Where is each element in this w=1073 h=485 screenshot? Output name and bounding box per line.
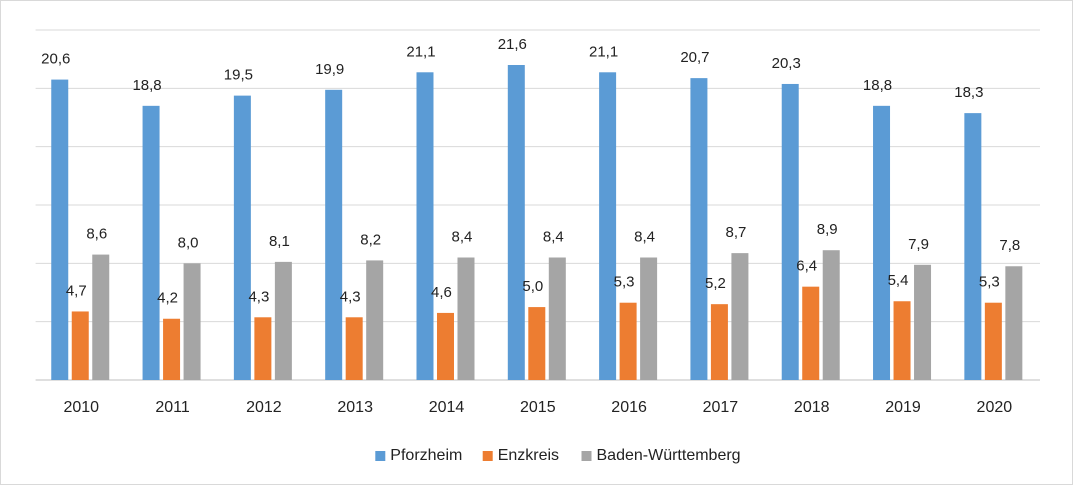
data-label: 8,1 xyxy=(269,233,290,250)
bar xyxy=(984,302,1002,380)
bar xyxy=(914,264,932,380)
bar xyxy=(1005,266,1023,380)
bar xyxy=(781,83,799,380)
bar xyxy=(640,257,658,380)
x-tick-label: 2010 xyxy=(63,399,99,416)
bar xyxy=(690,78,708,380)
data-label: 21,6 xyxy=(498,36,527,53)
bar xyxy=(893,301,911,380)
data-label: 18,8 xyxy=(863,77,892,94)
data-label: 5,3 xyxy=(614,274,635,291)
bar xyxy=(233,95,251,380)
bar xyxy=(183,263,201,380)
bar xyxy=(507,65,525,380)
bar xyxy=(802,286,820,380)
bar xyxy=(325,89,343,381)
data-label: 19,9 xyxy=(315,61,344,78)
bar xyxy=(731,253,749,380)
data-label: 4,2 xyxy=(157,290,178,307)
bar xyxy=(254,317,272,380)
data-label: 5,3 xyxy=(979,274,1000,291)
data-label: 8,6 xyxy=(86,226,107,243)
bar xyxy=(274,261,292,380)
x-tick-label: 2012 xyxy=(246,399,282,416)
bar xyxy=(548,257,566,380)
x-tick-label: 2018 xyxy=(794,399,830,416)
data-label: 7,8 xyxy=(999,237,1020,254)
bar xyxy=(710,304,728,380)
data-label: 8,2 xyxy=(360,231,381,248)
x-tick-label: 2013 xyxy=(337,399,373,416)
data-label: 4,7 xyxy=(66,282,87,299)
legend-swatch xyxy=(482,451,493,461)
bar xyxy=(416,72,434,381)
x-tick-label: 2015 xyxy=(520,399,556,416)
data-label: 8,9 xyxy=(817,221,838,238)
data-label: 4,3 xyxy=(340,288,361,305)
legend-swatch xyxy=(375,451,386,461)
data-label: 20,7 xyxy=(680,49,709,66)
bar xyxy=(873,105,891,380)
data-label: 8,0 xyxy=(178,234,199,251)
data-label: 8,4 xyxy=(543,228,564,245)
bar xyxy=(457,257,475,380)
x-tick-label: 2016 xyxy=(611,399,647,416)
bar xyxy=(528,307,546,380)
data-label: 5,0 xyxy=(522,278,543,295)
legend-swatch xyxy=(581,451,592,461)
bar xyxy=(366,260,384,380)
bar xyxy=(92,254,110,380)
data-label: 4,3 xyxy=(248,288,269,305)
bar xyxy=(822,250,840,380)
bar xyxy=(163,318,181,380)
x-tick-label: 2020 xyxy=(977,399,1013,416)
data-label: 21,1 xyxy=(406,43,435,60)
bar xyxy=(71,311,89,380)
bar xyxy=(345,317,363,380)
bar xyxy=(436,312,454,380)
x-tick-label: 2017 xyxy=(703,399,739,416)
bar xyxy=(51,79,69,380)
data-label: 20,3 xyxy=(772,55,801,72)
legend-label: Pforzheim xyxy=(390,447,462,464)
data-label: 18,8 xyxy=(132,77,161,94)
data-label: 21,1 xyxy=(589,43,618,60)
legend-label: Baden-Württemberg xyxy=(597,447,741,464)
data-label: 20,6 xyxy=(41,51,70,68)
data-label: 5,4 xyxy=(888,272,909,289)
legend-label: Enzkreis xyxy=(498,447,559,464)
data-label: 4,6 xyxy=(431,284,452,301)
x-tick-label: 2011 xyxy=(155,399,190,416)
x-tick-label: 2014 xyxy=(429,399,465,416)
bar xyxy=(599,72,617,381)
bar xyxy=(964,113,982,380)
data-label: 6,4 xyxy=(796,258,817,275)
data-label: 8,4 xyxy=(452,228,473,245)
x-tick-label: 2019 xyxy=(885,399,921,416)
data-label: 8,4 xyxy=(634,228,655,245)
data-label: 7,9 xyxy=(908,236,929,253)
data-label: 18,3 xyxy=(954,84,983,101)
bar xyxy=(142,105,160,380)
data-label: 19,5 xyxy=(224,67,253,84)
data-label: 5,2 xyxy=(705,275,726,292)
data-label: 8,7 xyxy=(725,224,746,241)
bar xyxy=(619,302,637,380)
